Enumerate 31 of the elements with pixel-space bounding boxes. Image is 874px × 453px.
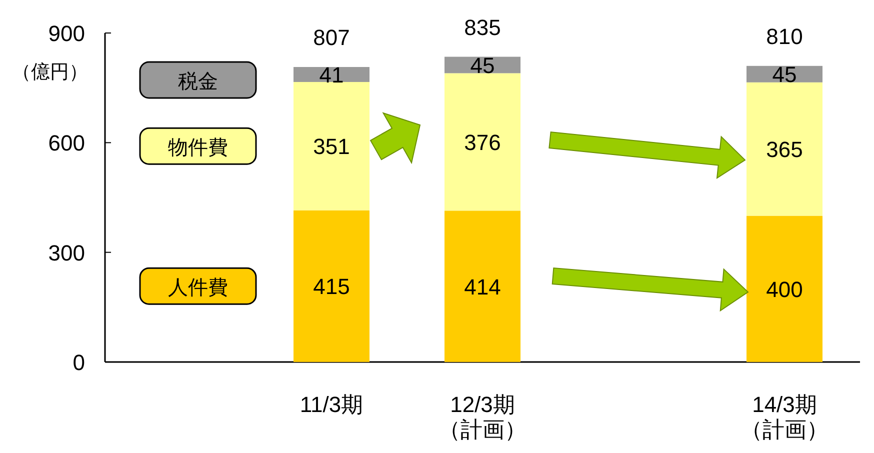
y-tick-label: 0 — [72, 350, 85, 375]
y-axis-title: （億円） — [12, 62, 88, 83]
total-label: 835 — [464, 14, 501, 40]
total-label: 810 — [766, 24, 803, 49]
y-tick-label: 600 — [48, 130, 85, 156]
data-label: 351 — [313, 134, 350, 160]
x-tick-label: 11/3期 — [298, 392, 364, 417]
人件費: 415 414 400 — [294, 210, 822, 362]
text: 税金 — [178, 70, 218, 93]
data-label: 415 — [313, 274, 350, 300]
bar — [444, 73, 520, 211]
y-tick-label: 900 — [48, 21, 85, 46]
bar — [294, 210, 370, 362]
text: 物件費 — [168, 137, 228, 160]
data-label: 45 — [470, 52, 495, 78]
y-tick-label: 300 — [48, 240, 85, 266]
data-label: 365 — [766, 137, 803, 162]
data-label: 414 — [464, 274, 501, 300]
x-tick-label: 12/3期（計画） — [438, 392, 528, 442]
税金: 41 45 45 — [294, 52, 822, 88]
data-label: 41 — [319, 62, 344, 88]
bar — [444, 210, 520, 362]
bar — [746, 216, 822, 362]
data-label: 400 — [766, 276, 803, 302]
bar — [294, 82, 370, 210]
data-label: 45 — [772, 62, 797, 88]
bar — [746, 82, 822, 216]
data-label: 376 — [464, 130, 501, 155]
x-tick-label: 14/3期（計画） — [740, 392, 830, 442]
text: 人件費 — [168, 277, 228, 300]
total-label: 807 — [313, 24, 350, 50]
